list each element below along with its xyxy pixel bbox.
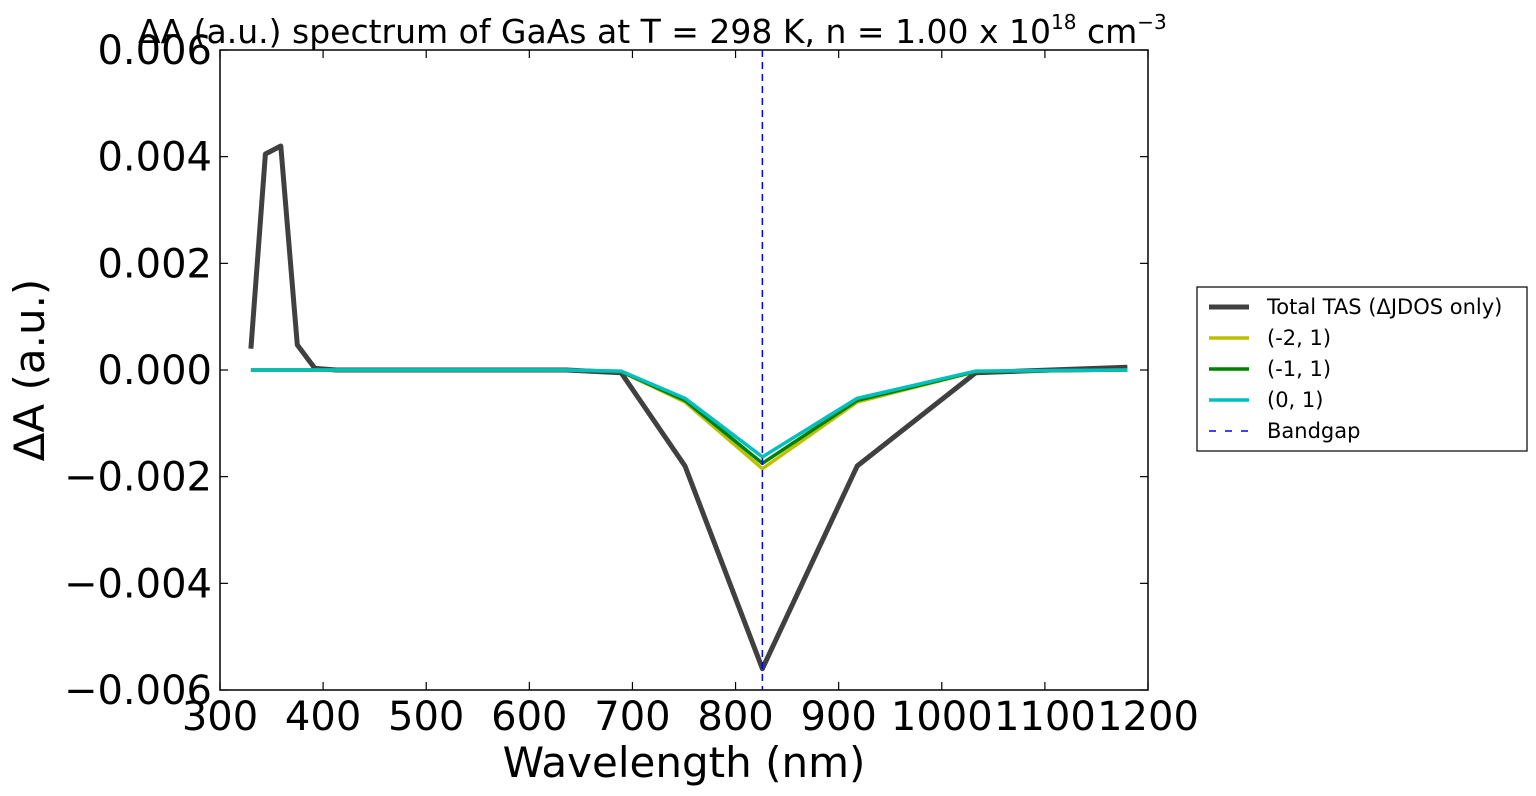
x-tick-label: 500	[388, 694, 464, 740]
y-tick-label: 0.002	[97, 241, 212, 287]
y-axis-title: ΔA (a.u.)	[5, 279, 54, 462]
y-tick-label: −0.006	[64, 668, 212, 714]
x-tick-label: 300	[182, 694, 258, 740]
plot-area	[219, 49, 1149, 691]
y-tick-label: 0.004	[97, 135, 212, 181]
y-tick-label: −0.004	[64, 561, 212, 607]
x-tick-label: 1000	[891, 694, 993, 740]
legend-label: (-2, 1)	[1267, 326, 1331, 350]
x-tick-label: 1100	[994, 694, 1096, 740]
chart-title-unit: cm	[1077, 12, 1138, 51]
x-tick-label: 900	[800, 694, 876, 740]
x-tick-label: 600	[491, 694, 567, 740]
chart-title-exponent-1: 18	[1051, 10, 1076, 34]
legend-frame	[1196, 286, 1528, 452]
x-axis: 300 400 500 600 700 800 900 1000 1100 1200	[182, 50, 1199, 740]
y-tick-label: 0.000	[97, 348, 212, 394]
chart-title: ΔA (a.u.) spectrum of GaAs at T = 298 K,…	[138, 10, 1167, 51]
series-line-2	[250, 368, 1128, 466]
legend: Total TAS (ΔJDOS only) (-2, 1) (-1, 1) (0, …	[1196, 286, 1528, 452]
y-tick-label: 0.006	[97, 28, 212, 74]
y-tick-label: −0.002	[64, 455, 212, 501]
chart-title-exponent-2: −3	[1137, 10, 1166, 34]
x-tick-label: 400	[285, 694, 361, 740]
x-axis-title: Wavelength (nm)	[503, 738, 866, 787]
chart-title-main: ΔA (a.u.) spectrum of GaAs at T = 298 K,…	[138, 12, 1051, 51]
x-tick-label: 1200	[1097, 694, 1199, 740]
legend-label: (-1, 1)	[1267, 357, 1331, 381]
legend-label: Total TAS (ΔJDOS only)	[1266, 295, 1502, 319]
y-axis: −0.006 −0.004 −0.002 0.000 0.002 0.004 0.006	[64, 28, 1148, 714]
legend-label: (0, 1)	[1267, 388, 1323, 412]
x-tick-label: 700	[594, 694, 670, 740]
legend-label-bandgap: Bandgap	[1267, 419, 1360, 443]
x-tick-label: 800	[697, 694, 773, 740]
series-line-3	[250, 368, 1128, 459]
series-line-1	[250, 368, 1128, 471]
